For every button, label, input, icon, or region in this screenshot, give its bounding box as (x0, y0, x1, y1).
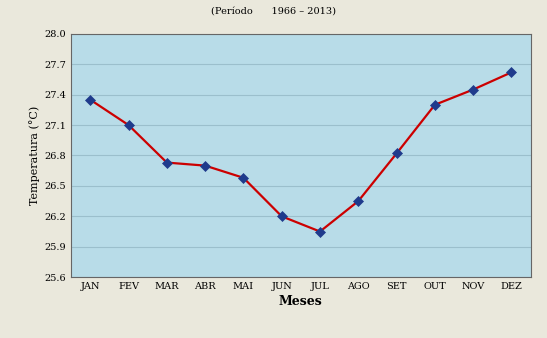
X-axis label: Meses: Meses (279, 295, 323, 308)
Text: (Período      1966 – 2013): (Período 1966 – 2013) (211, 7, 336, 16)
Y-axis label: Temperatura (°C): Temperatura (°C) (30, 106, 40, 205)
